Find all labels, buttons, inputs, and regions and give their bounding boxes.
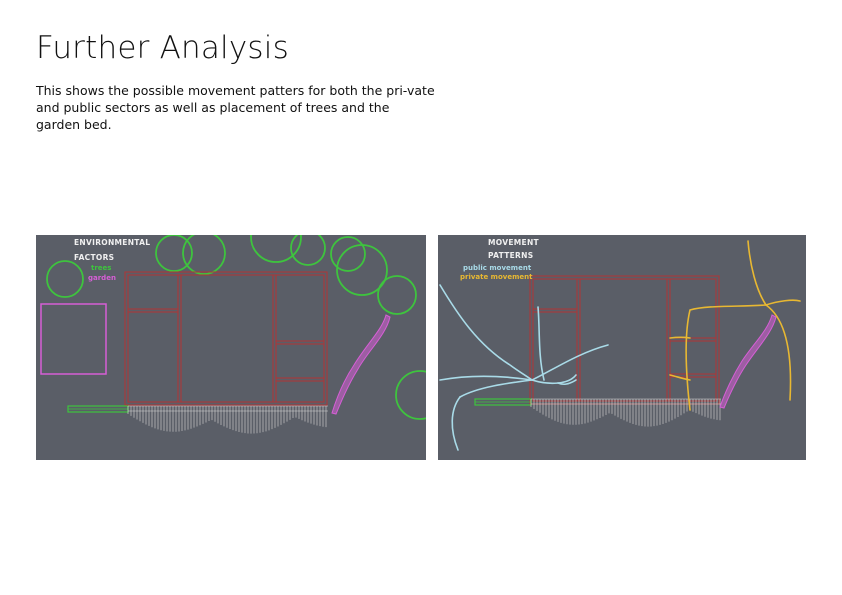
building-structure: [529, 275, 720, 405]
public-movement-paths: [439, 284, 609, 451]
tree: [330, 236, 366, 272]
environmental-factors-diagram: ENVIRONMENTAL FACTORS trees garden: [36, 235, 426, 460]
tree: [250, 235, 302, 263]
legend-public-movement: public movement: [463, 264, 532, 272]
building-structure: [124, 271, 328, 406]
environmental-site-plan: [40, 235, 426, 434]
tree: [290, 235, 326, 266]
legend-garden: garden: [88, 274, 116, 282]
deck: [127, 405, 328, 434]
garden-ramp: [719, 314, 777, 409]
tree: [155, 235, 193, 272]
movement-heading-2: PATTERNS: [488, 251, 534, 260]
tree: [377, 275, 417, 315]
garden-ramp: [331, 314, 391, 415]
page-description: This shows the possible movement patters…: [36, 83, 435, 132]
tree: [395, 370, 426, 420]
private-movement-paths: [669, 240, 801, 411]
legend-private-movement: private movement: [460, 273, 533, 281]
page-title: Further Analysis: [36, 30, 289, 66]
movement-heading-1: MOVEMENT: [488, 238, 539, 247]
environmental-heading-2: FACTORS: [74, 253, 115, 262]
legend-trees: trees: [91, 264, 112, 272]
garden-bed: [40, 303, 107, 375]
tree: [182, 235, 226, 275]
tree: [336, 244, 388, 296]
movement-site-plan: [439, 240, 801, 451]
movement-patterns-diagram: MOVEMENT PATTERNS public movement privat…: [438, 235, 806, 460]
environmental-heading-1: ENVIRONMENTAL: [74, 238, 151, 247]
deck: [530, 398, 721, 427]
tree: [46, 260, 84, 298]
trees-group: [46, 235, 426, 420]
